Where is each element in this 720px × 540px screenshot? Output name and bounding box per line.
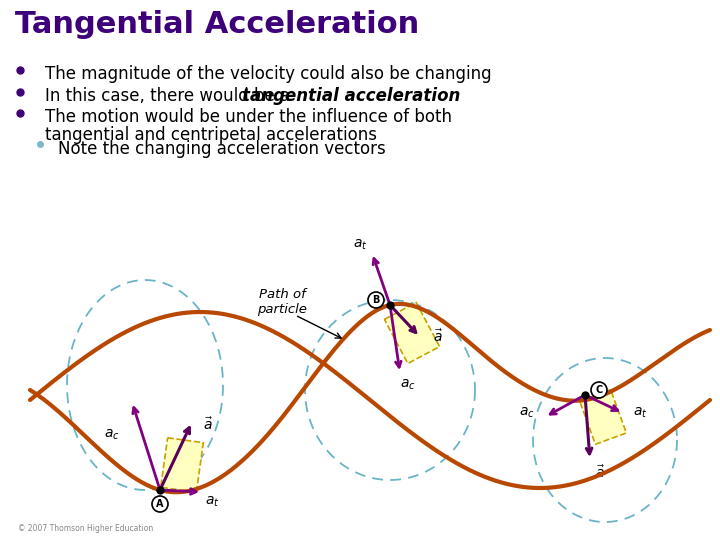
Text: In this case, there would be a: In this case, there would be a xyxy=(45,87,295,105)
Polygon shape xyxy=(161,438,203,492)
Text: The magnitude of the velocity could also be changing: The magnitude of the velocity could also… xyxy=(45,65,492,83)
Text: The motion would be under the influence of both: The motion would be under the influence … xyxy=(45,108,452,126)
Circle shape xyxy=(152,496,168,512)
Circle shape xyxy=(591,382,607,398)
Polygon shape xyxy=(384,302,440,363)
Text: $\vec{a}$: $\vec{a}$ xyxy=(433,329,443,345)
Text: C: C xyxy=(595,385,603,395)
Text: © 2007 Thomson Higher Education: © 2007 Thomson Higher Education xyxy=(18,524,153,533)
Text: Tangential Acceleration: Tangential Acceleration xyxy=(15,10,419,39)
Text: $a_t$: $a_t$ xyxy=(204,495,220,509)
Text: $a_c$: $a_c$ xyxy=(400,378,416,392)
Text: $a_t$: $a_t$ xyxy=(353,238,367,252)
Text: tangential and centripetal accelerations: tangential and centripetal accelerations xyxy=(45,126,377,144)
Text: $a_c$: $a_c$ xyxy=(519,406,535,420)
Text: Path of
particle: Path of particle xyxy=(257,288,307,316)
Text: $\vec{a}$: $\vec{a}$ xyxy=(595,465,605,481)
Text: $a_c$: $a_c$ xyxy=(104,428,120,442)
Text: B: B xyxy=(372,295,379,305)
Text: $a_t$: $a_t$ xyxy=(633,406,647,420)
Circle shape xyxy=(368,292,384,308)
Text: $\vec{a}$: $\vec{a}$ xyxy=(203,417,213,433)
Text: Note the changing acceleration vectors: Note the changing acceleration vectors xyxy=(58,140,386,158)
Text: tangential acceleration: tangential acceleration xyxy=(242,87,460,105)
Polygon shape xyxy=(580,390,626,444)
Text: A: A xyxy=(156,499,163,509)
